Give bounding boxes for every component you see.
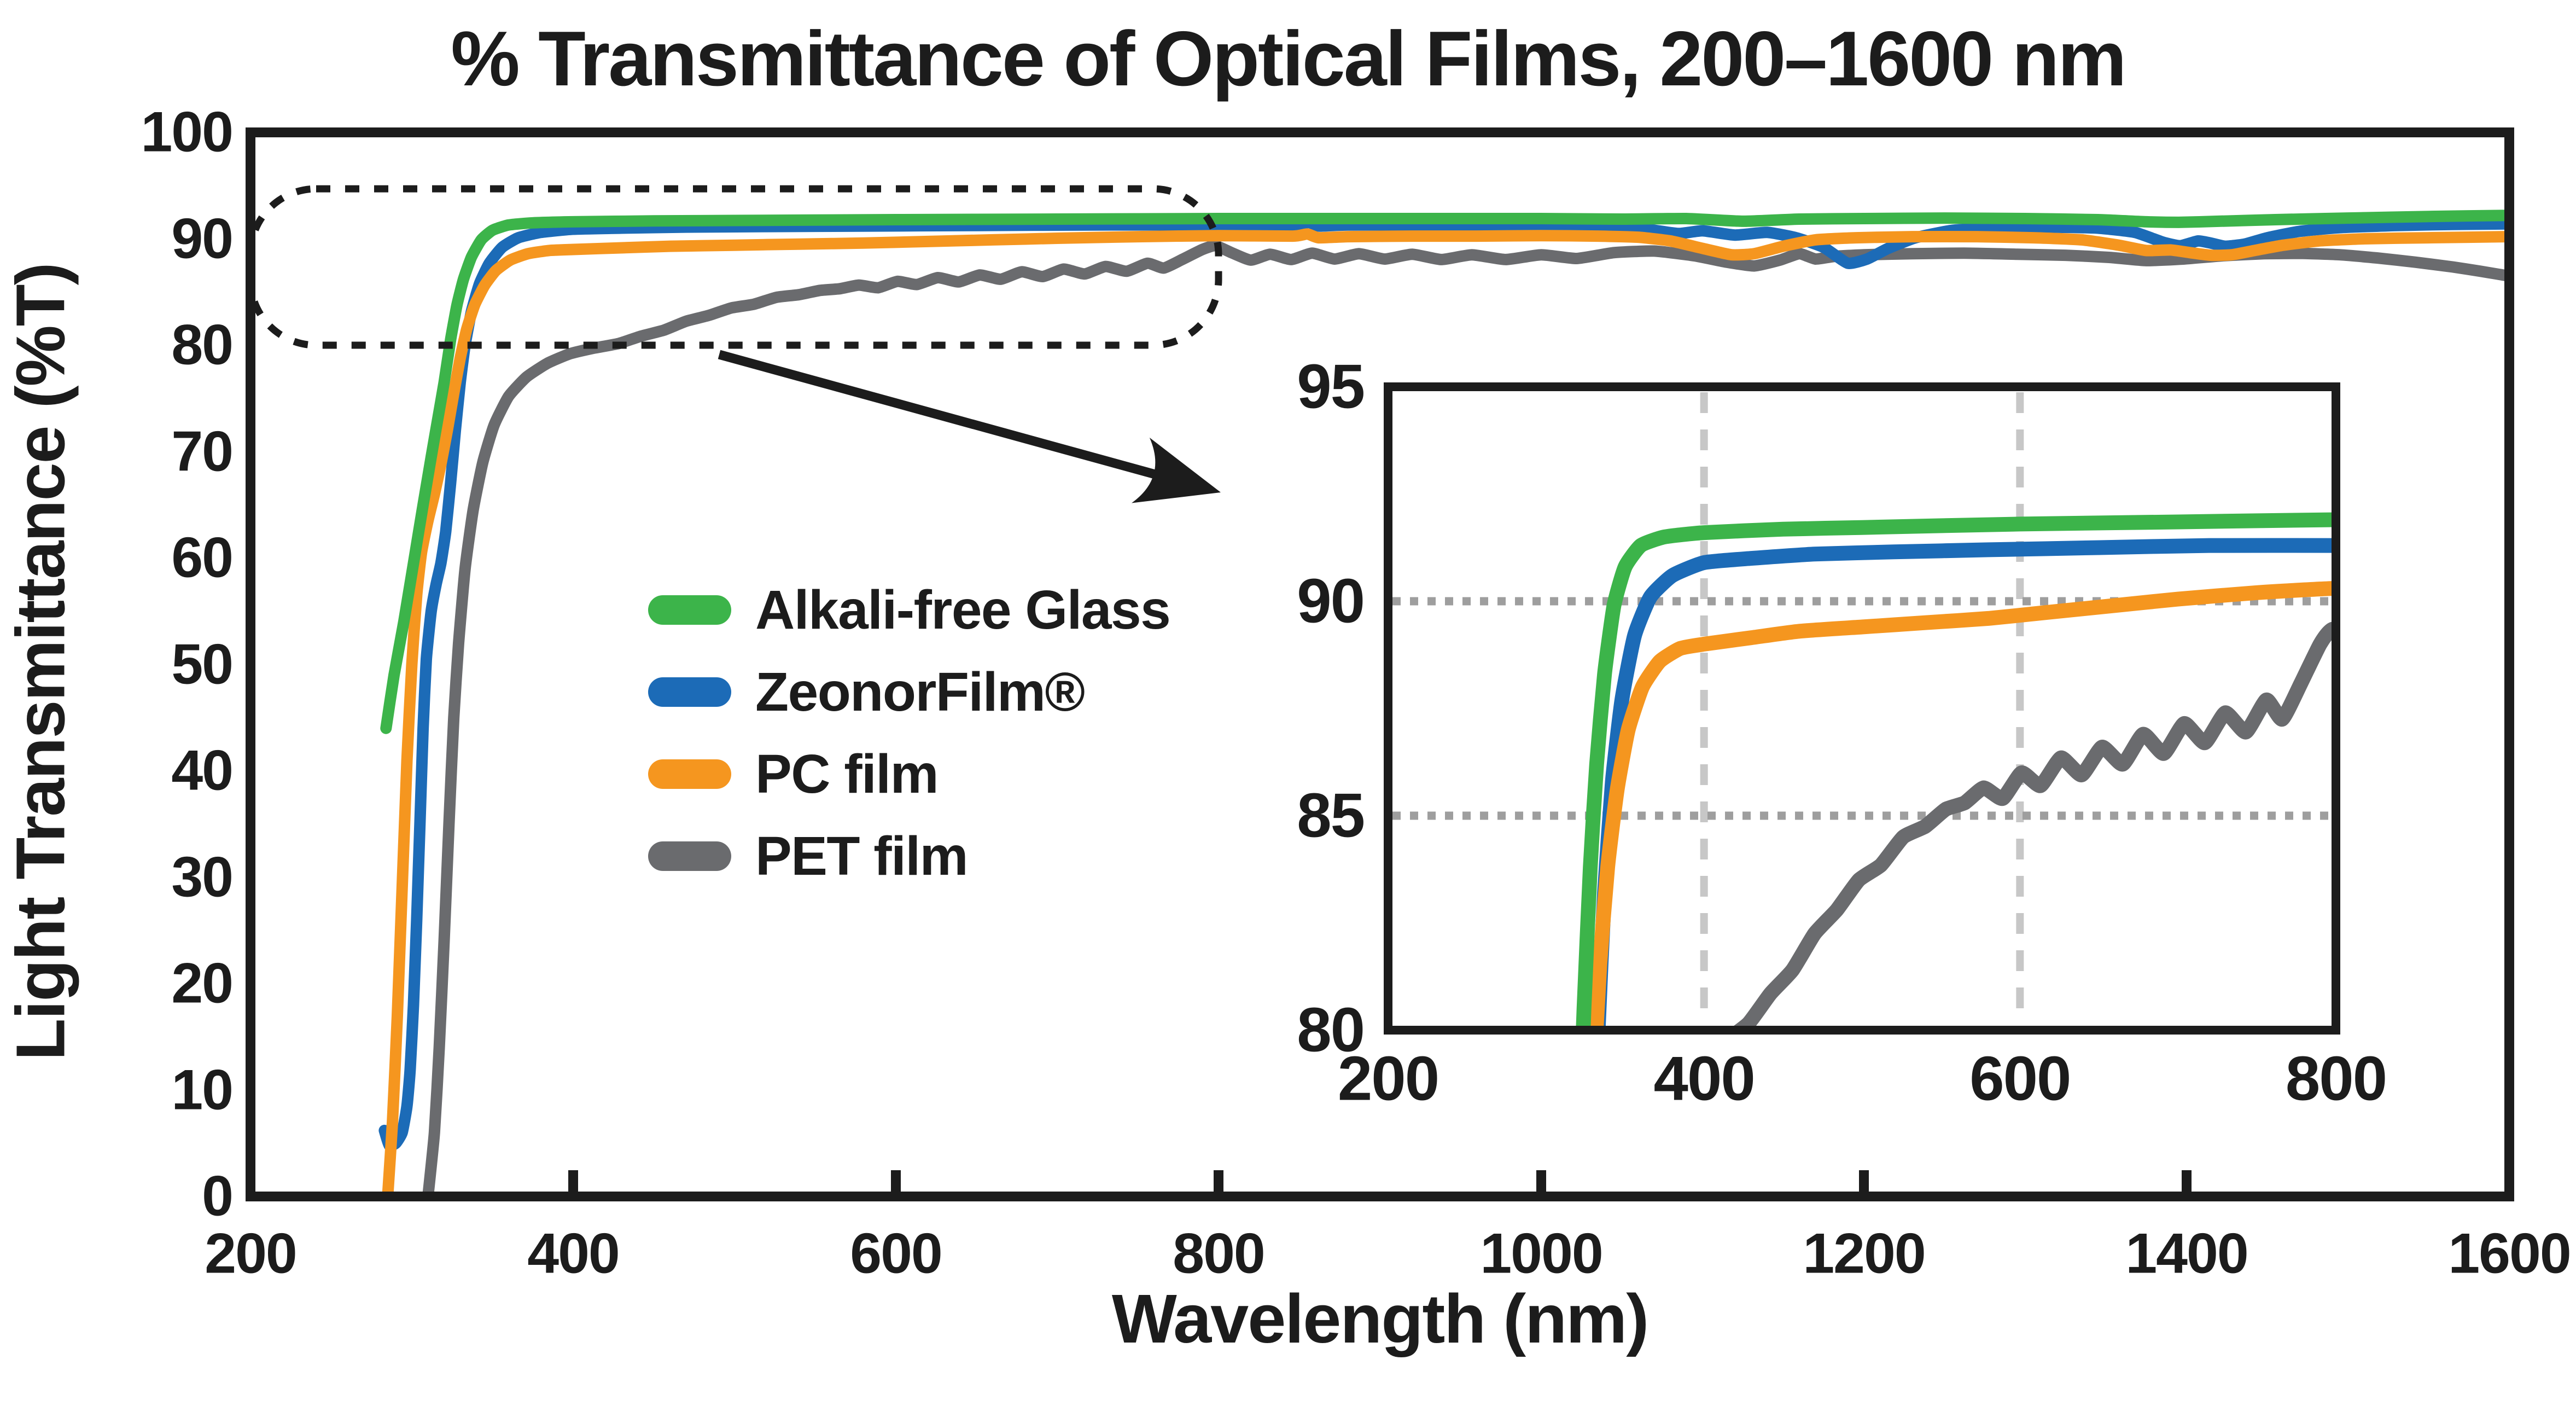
y-tick-label: 80 — [171, 313, 234, 377]
series-line-pet-film — [422, 240, 2509, 1196]
zoom-region-dashed-box — [247, 185, 1222, 349]
legend-label: ZeonorFilm® — [755, 661, 1085, 723]
legend-item-pet-film: PET film — [648, 815, 1170, 897]
inset-x-tick-label: 600 — [1969, 1044, 2071, 1114]
series-line-pc-film — [382, 228, 2509, 1196]
y-axis-title: Light Transmittance (%T) — [2, 263, 79, 1061]
legend-label: PET film — [755, 825, 969, 887]
inset-series-line-pc-film — [1588, 581, 2336, 1030]
y-tick-label: 50 — [171, 632, 234, 696]
y-tick-label: 0 — [202, 1164, 234, 1228]
legend: Alkali-free Glass ZeonorFilm® PC film PE… — [648, 569, 1171, 897]
legend-swatch-icon — [648, 841, 731, 871]
inset-series-line-pet-film — [1728, 621, 2336, 1030]
inset-series-line-zeonorfilm — [1590, 538, 2336, 1030]
y-tick-label: 10 — [171, 1058, 234, 1122]
x-axis-ticks — [568, 1170, 2192, 1192]
legend-item-pc-film: PC film — [648, 733, 1170, 815]
legend-item-zeonorfilm: ZeonorFilm® — [648, 651, 1170, 733]
x-tick-label: 1600 — [2448, 1222, 2571, 1286]
inset-x-tick-label: 200 — [1337, 1044, 1439, 1114]
x-tick-label: 400 — [527, 1222, 620, 1286]
y-tick-label: 30 — [171, 845, 234, 909]
inset-y-tick-label: 95 — [1297, 352, 1365, 422]
y-tick-label: 40 — [171, 739, 234, 803]
main-plot-series — [378, 210, 2509, 1196]
x-tick-label: 200 — [205, 1222, 298, 1286]
series-line-alkali-free-glass — [380, 210, 2509, 734]
x-tick-label: 800 — [1173, 1222, 1266, 1286]
legend-item-alkali-free-glass: Alkali-free Glass — [648, 569, 1171, 651]
x-tick-label: 1400 — [2125, 1222, 2248, 1286]
inset-series-line-alkali-free-glass — [1576, 512, 2336, 1030]
legend-swatch-icon — [648, 677, 731, 707]
y-tick-label: 100 — [141, 100, 234, 164]
inset-gridlines — [1392, 392, 2332, 1025]
inset-y-tick-label: 85 — [1297, 781, 1365, 851]
x-tick-label: 1200 — [1803, 1222, 1926, 1286]
main-axes-box — [246, 127, 2514, 1201]
inset-axes-box — [1384, 382, 2340, 1035]
x-tick-label: 600 — [850, 1222, 943, 1286]
x-tick-label: 1000 — [1480, 1222, 1603, 1286]
inset-y-tick-label: 90 — [1297, 566, 1365, 636]
inset-y-tick-label: 80 — [1297, 995, 1365, 1065]
y-tick-label: 70 — [171, 420, 234, 483]
y-tick-label: 90 — [171, 207, 234, 270]
y-tick-label: 60 — [171, 526, 234, 590]
inset-plot-series — [1576, 512, 2336, 1030]
legend-swatch-icon — [648, 595, 731, 625]
inset-background — [1388, 387, 2336, 1030]
y-tick-label: 20 — [171, 951, 234, 1015]
chart-title: % Transmittance of Optical Films, 200–16… — [451, 15, 2126, 102]
inset-x-tick-label: 800 — [2285, 1044, 2387, 1114]
legend-label: PC film — [755, 743, 939, 805]
inset-x-tick-label: 400 — [1653, 1044, 1756, 1114]
legend-swatch-icon — [648, 759, 731, 789]
zoom-arrow-icon — [718, 350, 1221, 503]
x-axis-title: Wavelength (nm) — [1111, 1280, 1649, 1357]
legend-label: Alkali-free Glass — [755, 579, 1171, 641]
